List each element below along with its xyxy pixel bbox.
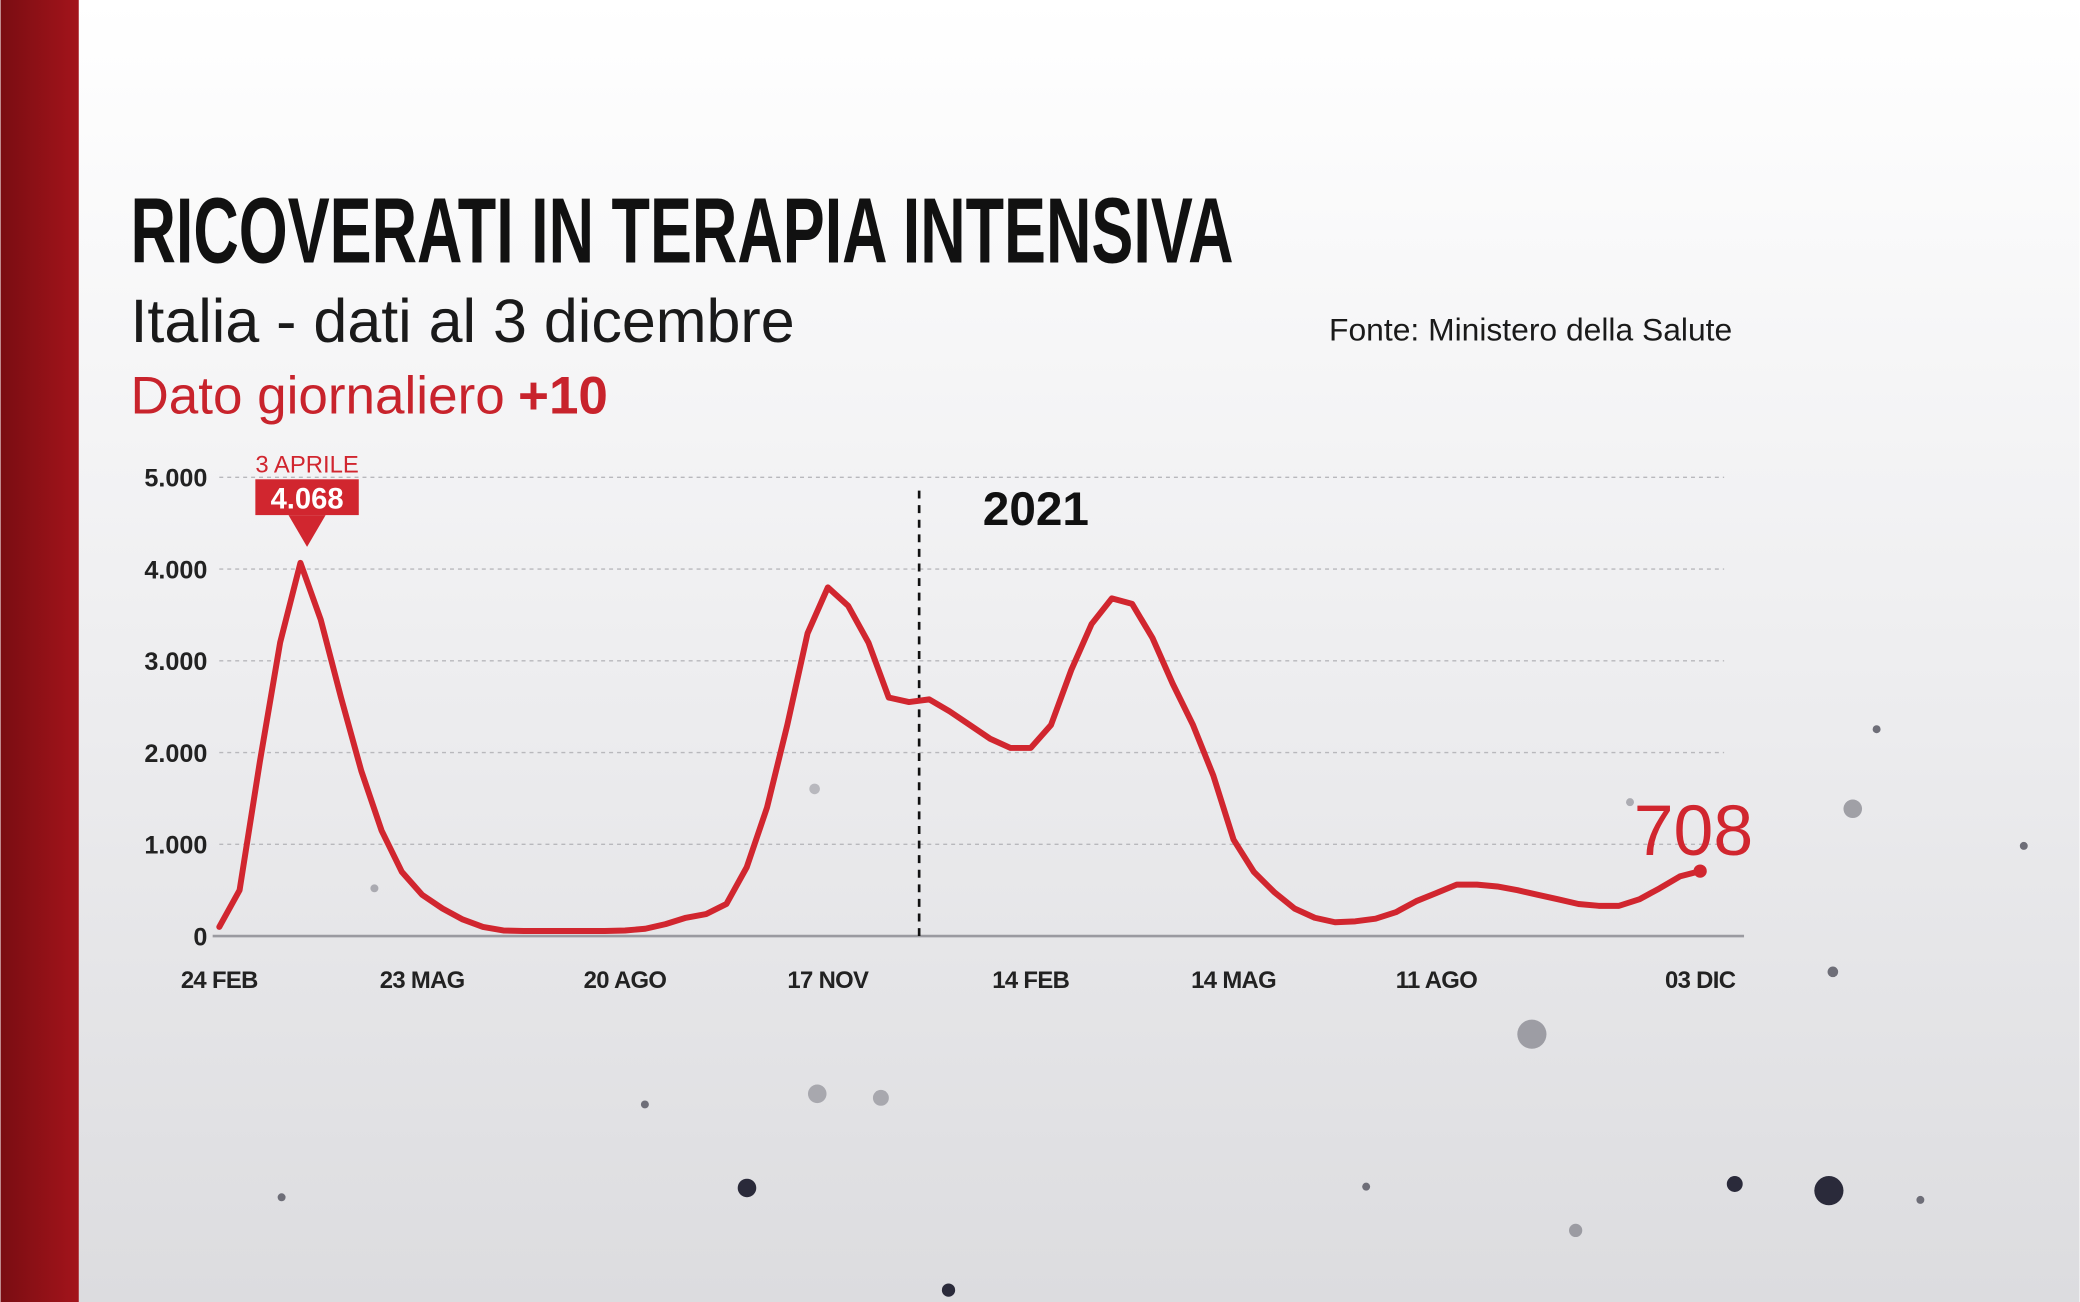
value-label: 708 — [1634, 791, 1753, 871]
chart-title: RICOVERATI IN TERAPIA INTENSIVA — [130, 179, 1233, 283]
daily-change-label: Dato giornaliero — [130, 367, 504, 426]
x-tick-label: 14 MAG — [1191, 967, 1276, 994]
peak-marker — [288, 515, 326, 547]
x-tick-label: 17 NOV — [787, 967, 869, 994]
line — [216, 559, 1704, 935]
decor-dots — [277, 725, 2028, 1297]
x-tick-label: 23 MAG — [380, 967, 465, 994]
source: Fonte: Ministero della Salute — [1329, 312, 1732, 348]
y-tick-label: 4.000 — [144, 556, 207, 584]
y-tick-label: 2.000 — [144, 740, 207, 768]
subtitle: Italia - dati al 3 dicembre — [130, 287, 794, 355]
y-tick-label: 3.000 — [144, 648, 207, 676]
side-strip — [0, 0, 79, 1302]
y-tick-label: 5.000 — [144, 465, 207, 493]
plot: 0 1.000 2.000 3.000 4.000 5.000 24 FEB 23 MAG 20… — [144, 452, 1753, 994]
daily-change-value: +10 — [518, 367, 608, 426]
peak-label-box — [255, 479, 359, 516]
x-tick-label: 03 DIC — [1665, 967, 1736, 994]
year-label: 2021 — [983, 483, 1089, 536]
y-tick-label: 1.000 — [144, 832, 207, 860]
x-tick-label: 11 AGO — [1396, 967, 1477, 994]
peak-annotation: 3 APRILE — [255, 452, 358, 479]
x-tick-label: 14 FEB — [992, 967, 1069, 994]
daily-change: Dato giornaliero +10 — [130, 367, 607, 426]
x-tick-label: 20 AGO — [584, 967, 667, 994]
x-tick-label: 24 FEB — [181, 967, 258, 994]
y-tick-label: 0 — [193, 923, 207, 951]
value-label: 4.068 — [271, 483, 344, 515]
end-point — [1693, 864, 1707, 878]
